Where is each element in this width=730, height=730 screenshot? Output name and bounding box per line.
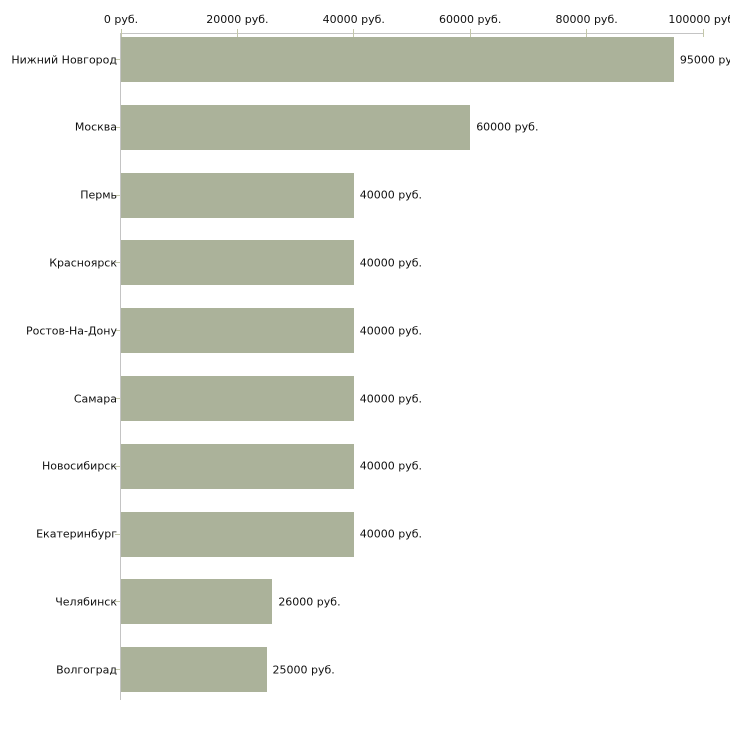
bar-value-label: 95000 руб. <box>679 53 730 66</box>
category-label: Ростов-На-Дону <box>25 324 117 338</box>
y-axis-tick <box>115 601 120 603</box>
y-axis-tick <box>115 533 120 535</box>
bar <box>121 104 471 150</box>
x-axis-line <box>120 33 703 34</box>
category-label: Самара <box>73 392 117 405</box>
y-axis-tick <box>115 59 120 60</box>
x-axis-tick <box>702 29 704 37</box>
x-axis-tick-label: 40000 руб. <box>322 13 385 26</box>
bar-value-label: 40000 руб. <box>359 256 423 270</box>
category-label: Волгоград <box>56 663 117 677</box>
bar <box>121 240 354 286</box>
bar-value-label: 25000 руб. <box>272 663 335 677</box>
category-label: Пермь <box>80 188 117 202</box>
bar-value-label: 40000 руб. <box>359 188 423 202</box>
y-axis-tick <box>115 398 120 399</box>
bar <box>121 579 273 625</box>
y-axis-line <box>120 33 121 700</box>
y-axis-tick <box>115 262 120 264</box>
x-axis-tick <box>469 29 471 37</box>
bar-value-label: 40000 руб. <box>359 527 423 541</box>
bar <box>121 37 674 82</box>
x-axis-tick-label: 0 руб. <box>103 13 139 26</box>
x-axis-tick-label: 100000 руб. <box>668 13 730 26</box>
bar <box>121 511 354 557</box>
bar-value-label: 60000 руб. <box>476 120 539 134</box>
y-axis-tick <box>115 330 120 332</box>
y-axis-tick <box>115 465 120 467</box>
y-axis-tick <box>115 126 120 128</box>
y-axis-tick <box>115 194 120 196</box>
x-axis-tick-label: 60000 руб. <box>439 13 502 26</box>
bar-value-label: 40000 руб. <box>359 459 423 473</box>
y-axis-tick <box>115 669 120 671</box>
bar <box>121 376 354 421</box>
x-axis-tick <box>353 29 355 37</box>
category-label: Красноярск <box>49 256 117 270</box>
x-axis-tick-label: 20000 руб. <box>206 13 269 26</box>
bar-value-label: 40000 руб. <box>359 324 423 338</box>
bar-value-label: 26000 руб. <box>278 595 341 609</box>
x-axis-tick <box>236 29 238 37</box>
bar-value-label: 40000 руб. <box>359 392 423 405</box>
category-label: Челябинск <box>55 595 117 609</box>
bar <box>121 308 354 354</box>
category-label: Новосибирск <box>41 459 117 473</box>
x-axis-tick-label: 80000 руб. <box>555 13 618 26</box>
bar <box>121 172 354 218</box>
category-label: Екатеринбург <box>36 527 117 541</box>
x-axis-tick <box>120 29 122 37</box>
category-label: Нижний Новгород <box>11 53 117 66</box>
bar <box>121 443 354 489</box>
x-axis-tick <box>586 29 588 37</box>
category-label: Москва <box>74 120 117 134</box>
bar <box>121 647 267 693</box>
